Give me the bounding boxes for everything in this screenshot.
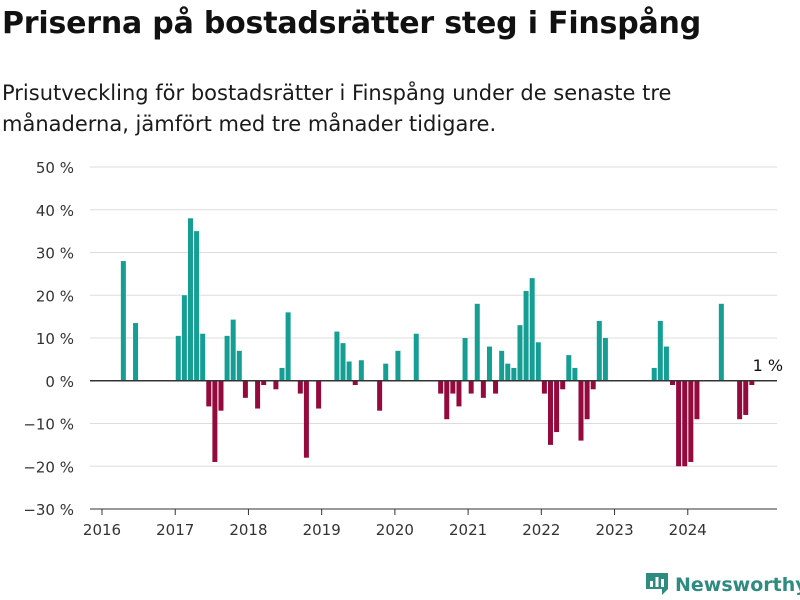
- bar: [596, 320, 602, 381]
- bar: [444, 380, 450, 420]
- x-tick-label: 2017: [156, 521, 194, 539]
- bar: [438, 380, 444, 394]
- x-tick-label: 2018: [229, 521, 267, 539]
- bar: [590, 380, 596, 390]
- x-tick-label: 2019: [303, 521, 341, 539]
- bar: [749, 380, 755, 386]
- bar: [261, 380, 267, 386]
- bar: [352, 380, 358, 386]
- newsworthy-logo[interactable]: Newsworthy: [645, 570, 800, 600]
- y-tick-label: −20 %: [23, 458, 74, 476]
- bar: [493, 380, 499, 394]
- bar: [694, 380, 700, 420]
- bar: [297, 380, 303, 394]
- bar: [468, 380, 474, 394]
- bar: [303, 380, 309, 458]
- bar: [529, 278, 535, 381]
- bar: [230, 319, 236, 381]
- bar: [346, 361, 352, 381]
- bar: [255, 380, 261, 409]
- bar: [462, 338, 468, 381]
- bar: [120, 261, 126, 381]
- y-tick-label: 0 %: [45, 373, 74, 391]
- bar: [242, 380, 248, 398]
- bar: [517, 325, 523, 381]
- bar-chart-logo-icon: [645, 570, 669, 600]
- chart-subtitle: Prisutveckling för bostadsrätter i Finsp…: [2, 81, 672, 136]
- bar: [358, 360, 364, 381]
- bar: [181, 295, 187, 381]
- bar: [657, 320, 663, 381]
- bar: [279, 367, 285, 381]
- bar-chart: −30 % −20 % −10 % 0 % 10 % 20 % 30 % 40 % 50 % 20…: [23, 159, 785, 539]
- bar: [133, 323, 139, 381]
- bar: [456, 380, 462, 407]
- bar: [566, 355, 572, 381]
- bar: [224, 335, 230, 381]
- bar: [499, 350, 505, 381]
- bar: [273, 380, 279, 390]
- bar: [523, 290, 529, 381]
- bar: [560, 380, 566, 390]
- bar: [194, 231, 200, 381]
- bar: [334, 331, 340, 381]
- y-tick-label: 50 %: [36, 159, 74, 177]
- bar: [554, 380, 560, 433]
- bar: [450, 380, 456, 394]
- bar: [218, 380, 224, 411]
- bar: [236, 350, 242, 381]
- bar: [480, 380, 486, 398]
- bar: [316, 380, 322, 409]
- bar: [175, 335, 181, 381]
- bar: [663, 346, 669, 381]
- bar: [541, 380, 547, 394]
- bar: [676, 380, 682, 467]
- bar: [377, 380, 383, 411]
- bar: [535, 342, 541, 381]
- x-tick-label: 2023: [595, 521, 633, 539]
- chart-title: Priserna på bostadsrätter steg i Finspån…: [2, 6, 701, 41]
- bar: [505, 363, 511, 381]
- bar: [187, 218, 193, 381]
- y-tick-label: 10 %: [36, 330, 74, 348]
- bar: [718, 303, 724, 381]
- x-tick-label: 2021: [449, 521, 487, 539]
- x-tick-label: 2022: [522, 521, 560, 539]
- bar: [212, 380, 218, 462]
- bar: [651, 367, 657, 381]
- bar: [200, 333, 206, 381]
- bar: [285, 312, 291, 381]
- bar: [584, 380, 590, 420]
- bar: [486, 346, 492, 381]
- y-tick-label: 30 %: [36, 245, 74, 263]
- bar: [602, 338, 608, 381]
- x-tick-label: 2016: [83, 521, 121, 539]
- bar: [547, 380, 553, 445]
- bar: [572, 367, 578, 381]
- bar: [206, 380, 212, 407]
- data-label: 1 %: [753, 356, 783, 375]
- brand-name: Newsworthy: [675, 574, 800, 596]
- bar: [413, 333, 419, 381]
- bar: [578, 380, 584, 441]
- bar: [395, 350, 401, 381]
- y-tick-label: 40 %: [36, 202, 74, 220]
- bar: [682, 380, 688, 467]
- bar: [383, 363, 389, 381]
- bar: [688, 380, 694, 462]
- bar: [737, 380, 743, 420]
- x-tick-label: 2020: [376, 521, 414, 539]
- bar: [511, 367, 517, 381]
- y-tick-label: 20 %: [36, 287, 74, 305]
- y-tick-label: −30 %: [23, 501, 74, 519]
- y-tick-label: −10 %: [23, 416, 74, 434]
- bar: [670, 380, 676, 386]
- x-tick-label: 2024: [669, 521, 707, 539]
- bar: [474, 303, 480, 381]
- bar: [743, 380, 749, 415]
- bar: [340, 343, 346, 381]
